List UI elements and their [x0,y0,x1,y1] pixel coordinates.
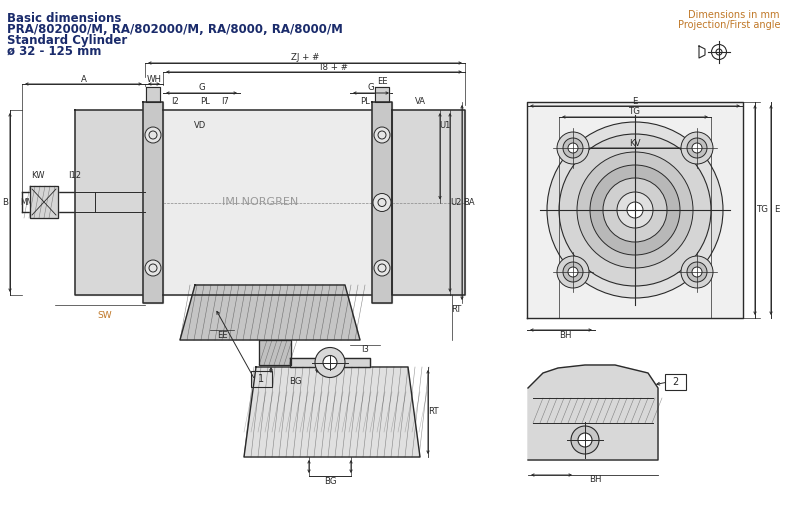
Text: U1: U1 [439,120,451,129]
Circle shape [145,127,161,143]
Circle shape [603,178,667,242]
Circle shape [577,152,693,268]
Text: IMI NORGREN: IMI NORGREN [221,197,298,207]
Text: G: G [368,84,374,93]
Circle shape [374,260,390,276]
Polygon shape [259,340,291,365]
Circle shape [557,256,589,288]
Circle shape [687,262,707,282]
Circle shape [568,143,578,153]
Text: BA: BA [464,198,475,207]
Circle shape [547,122,723,298]
Circle shape [617,192,653,228]
Circle shape [571,426,599,454]
Text: I2: I2 [171,97,179,105]
Polygon shape [143,102,163,303]
Text: KV: KV [630,139,641,147]
Text: B: B [2,198,8,207]
Text: Basic dimensions: Basic dimensions [7,12,121,25]
Text: MM: MM [21,198,34,207]
Text: ZJ + #: ZJ + # [291,53,320,63]
Circle shape [716,49,722,55]
Polygon shape [375,87,389,102]
Circle shape [692,143,702,153]
Text: I8 + #: I8 + # [320,63,348,71]
Text: RT: RT [451,306,461,314]
Circle shape [681,132,713,164]
Polygon shape [30,186,58,218]
Text: E: E [774,205,780,215]
Circle shape [568,267,578,277]
Text: BG: BG [324,478,336,486]
Text: A: A [81,74,86,84]
Circle shape [627,202,643,218]
Circle shape [590,165,680,255]
Polygon shape [392,110,465,295]
Text: Dimensions in mm: Dimensions in mm [688,10,780,20]
Circle shape [692,267,702,277]
Circle shape [315,347,345,377]
Polygon shape [163,110,372,295]
Polygon shape [75,110,145,295]
Text: EE: EE [217,330,227,340]
Text: Projection/First angle: Projection/First angle [678,20,780,30]
Polygon shape [528,365,658,460]
Polygon shape [372,102,392,303]
Polygon shape [244,367,420,457]
Text: 1: 1 [258,374,264,384]
Text: EE: EE [377,78,388,86]
Text: Standard Cylinder: Standard Cylinder [7,34,127,47]
Text: WH: WH [146,74,161,84]
Polygon shape [527,102,743,318]
Text: KW: KW [32,171,45,179]
Circle shape [559,134,711,286]
Circle shape [563,262,583,282]
Text: PL: PL [360,97,370,105]
Text: TG: TG [757,205,769,215]
Text: TG: TG [629,108,641,116]
Text: BH: BH [589,476,601,484]
Text: PL: PL [200,97,210,105]
Circle shape [145,260,161,276]
Text: VA: VA [414,97,426,105]
Text: I12: I12 [69,171,81,179]
Circle shape [681,256,713,288]
Text: ø 32 - 125 mm: ø 32 - 125 mm [7,45,101,58]
Polygon shape [146,87,160,102]
Circle shape [557,132,589,164]
Circle shape [374,127,390,143]
Polygon shape [290,358,370,367]
Text: 2: 2 [672,377,678,387]
Circle shape [578,433,592,447]
Text: BH: BH [558,331,571,341]
Text: E: E [632,97,638,105]
Polygon shape [180,285,360,340]
Circle shape [323,356,337,370]
Text: VD: VD [194,120,206,129]
Text: RT: RT [428,407,438,417]
Circle shape [373,193,391,211]
Text: BG: BG [289,377,301,387]
Text: I3: I3 [361,345,369,355]
Text: I7: I7 [221,97,229,105]
Text: G: G [198,84,205,93]
Circle shape [563,138,583,158]
Polygon shape [699,46,705,58]
Circle shape [687,138,707,158]
Text: SW: SW [97,311,112,320]
Text: KK: KK [37,198,47,207]
Text: U2: U2 [450,198,462,207]
Text: PRA/802000/M, RA/802000/M, RA/8000, RA/8000/M: PRA/802000/M, RA/802000/M, RA/8000, RA/8… [7,23,343,36]
